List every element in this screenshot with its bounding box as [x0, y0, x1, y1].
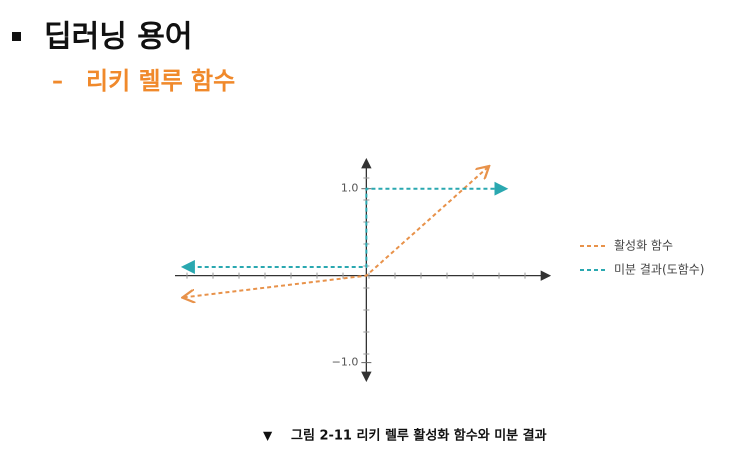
- legend-label: 활성화 함수: [614, 239, 673, 253]
- caption-marker: ▼: [263, 429, 273, 443]
- legend-label: 미분 결과(도함수): [614, 263, 704, 277]
- series-line: [180, 181, 509, 274]
- y-tick-label: 1.0: [341, 182, 359, 195]
- y-tick-label: −1.0: [332, 356, 359, 369]
- series-line: [184, 167, 488, 297]
- dash: –: [52, 69, 63, 94]
- title: 딥러닝 용어: [44, 20, 192, 55]
- subtitle: 리키 렐루 함수: [86, 67, 235, 95]
- caption: 그림 2-11 리키 렐루 활성화 함수와 미분 결과: [291, 428, 547, 444]
- bullet: [12, 32, 21, 41]
